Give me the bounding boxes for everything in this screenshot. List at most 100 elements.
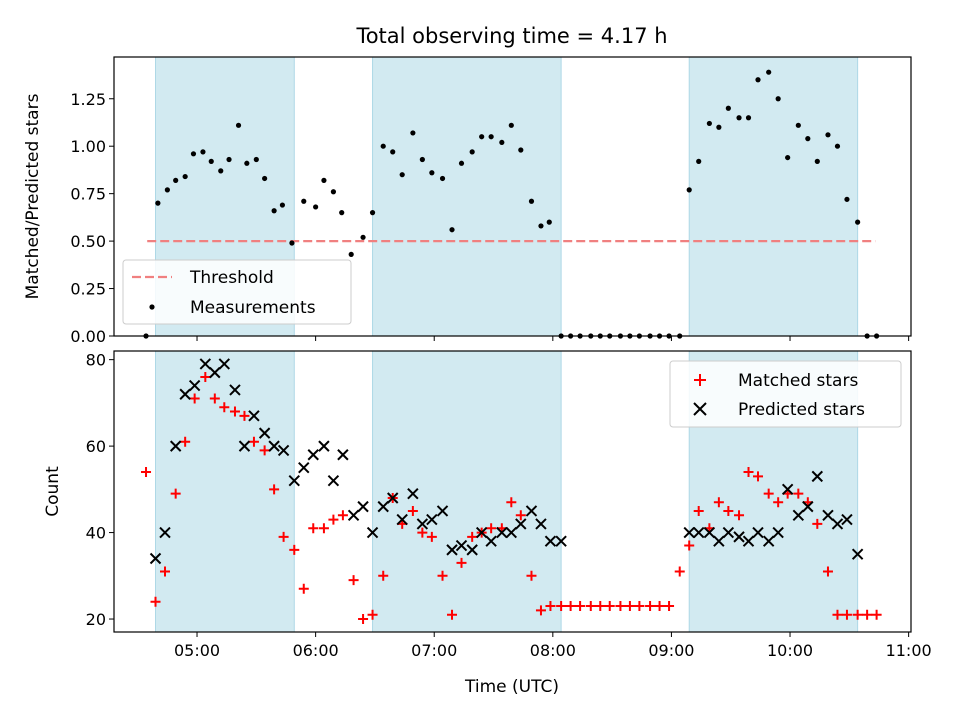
- x-tick-label: 05:00: [174, 641, 220, 660]
- observing-window-3: [688, 56, 859, 337]
- x-tick-label: 11:00: [886, 641, 932, 660]
- measurement-point: [766, 69, 772, 75]
- measurement-point: [164, 187, 170, 193]
- predicted-stars-marker: [159, 526, 171, 539]
- predicted-stars-marker: [188, 379, 201, 392]
- observing-window-2: [372, 350, 562, 633]
- predicted-stars-marker: [347, 509, 360, 521]
- matched-stars-marker: [259, 445, 270, 456]
- measurement-point: [716, 124, 722, 130]
- predicted-stars-marker: [811, 470, 824, 483]
- matched-stars-marker: [426, 531, 437, 542]
- measurement-point: [155, 200, 161, 206]
- legend-box: [122, 259, 352, 325]
- measurement-point: [313, 204, 319, 210]
- predicted-stars-marker: [772, 526, 784, 539]
- matched-stars-marker: [358, 614, 369, 625]
- y-tick-label: 40: [86, 524, 106, 543]
- matched-stars-marker: [141, 467, 152, 478]
- measurement-point: [834, 143, 841, 149]
- predicted-stars-marker: [277, 444, 290, 457]
- y-axis-label: Matched/Predicted stars: [23, 93, 43, 299]
- x-tick-label: 10:00: [767, 641, 813, 660]
- measurement-point: [439, 175, 446, 182]
- predicted-stars-marker: [218, 358, 231, 370]
- predicted-stars-marker: [792, 509, 805, 521]
- x-tick-label: 06:00: [293, 641, 339, 660]
- predicted-stars-marker: [544, 535, 557, 547]
- measurement-point: [825, 132, 831, 138]
- matched-stars-marker: [654, 601, 665, 612]
- matched-stars-marker: [486, 523, 497, 534]
- measurement-point: [855, 219, 861, 225]
- measurement-point: [200, 149, 206, 155]
- measurement-point: [399, 172, 405, 178]
- predicted-stars-marker: [327, 474, 340, 487]
- matched-stars-marker: [871, 609, 882, 620]
- measurement-point: [725, 105, 731, 111]
- measurement-point: [528, 198, 535, 204]
- matched-stars-marker: [634, 601, 645, 612]
- matched-stars-marker: [308, 523, 319, 534]
- y-tick-label: 80: [86, 351, 106, 370]
- predicted-stars-marker: [436, 505, 449, 517]
- matched-stars-marker: [664, 601, 675, 612]
- predicted-stars-marker: [455, 539, 468, 552]
- measurement-point: [360, 234, 366, 240]
- predicted-stars-marker: [179, 388, 191, 400]
- legend-threshold-label: Threshold: [189, 268, 274, 288]
- matched-stars-marker: [159, 566, 170, 577]
- predicted-stars-marker: [802, 500, 814, 513]
- predicted-stars-marker: [238, 440, 251, 452]
- predicted-stars-marker: [535, 518, 547, 530]
- predicted-stars-marker: [515, 518, 527, 530]
- measurement-point: [321, 177, 327, 183]
- matched-stars-marker: [150, 596, 161, 607]
- y-tick-label: 0.00: [70, 327, 106, 346]
- measurement-point: [706, 120, 712, 127]
- measurement-point: [419, 156, 425, 163]
- measurement-point: [805, 136, 811, 142]
- predicted-stars-marker: [248, 410, 260, 422]
- matched-stars-marker: [278, 531, 289, 542]
- matched-stars-marker: [556, 601, 567, 612]
- predicted-stars-marker: [149, 552, 162, 565]
- measurement-point: [369, 210, 376, 216]
- predicted-stars-marker: [466, 544, 478, 556]
- predicted-stars-marker: [692, 526, 705, 539]
- predicted-stars-marker: [733, 531, 745, 543]
- measurement-point: [380, 143, 386, 149]
- measurement-point: [262, 175, 268, 182]
- measurement-point: [190, 151, 197, 157]
- predicted-stars-marker: [366, 526, 379, 539]
- legend-matched-swatch: [694, 374, 706, 386]
- predicted-stars-marker: [683, 526, 695, 539]
- measurement-point: [508, 122, 514, 128]
- matched-stars-marker: [515, 510, 526, 521]
- matched-stars-marker: [170, 488, 181, 499]
- matched-stars-marker: [239, 410, 250, 421]
- measurement-point: [279, 202, 286, 208]
- predicted-stars-marker: [555, 535, 567, 547]
- x-tick-label: 07:00: [411, 641, 457, 660]
- predicted-stars-marker: [505, 526, 518, 539]
- matched-stars-marker: [585, 601, 596, 612]
- matched-stars-marker: [615, 601, 626, 612]
- matched-stars-marker: [604, 601, 615, 612]
- matched-stars-marker: [822, 566, 833, 577]
- matched-stars-marker: [417, 527, 428, 538]
- observing-window-2: [372, 56, 562, 337]
- legend-measurements-swatch: [149, 304, 155, 310]
- matched-stars-marker: [832, 609, 843, 620]
- predicted-stars-marker: [446, 544, 458, 556]
- measurement-point: [390, 149, 396, 155]
- predicted-stars-marker: [703, 526, 716, 539]
- matched-stars-marker: [200, 371, 211, 382]
- matched-stars-marker: [348, 575, 359, 586]
- axes-frame: [113, 350, 912, 633]
- measurement-point: [775, 96, 781, 102]
- measurement-point: [173, 177, 179, 183]
- measurement-point: [244, 160, 250, 166]
- measurement-point: [449, 227, 455, 233]
- predicted-stars-marker: [722, 526, 735, 539]
